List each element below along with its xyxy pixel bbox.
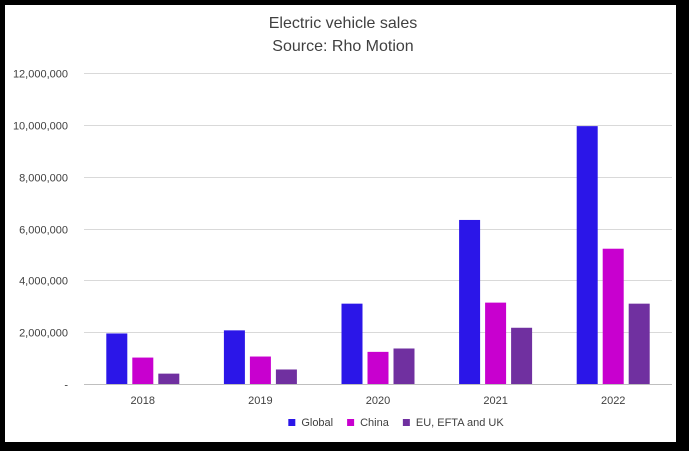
bar-global-2021 [459, 219, 481, 384]
y-tick-label: 4,000,000 [19, 276, 68, 288]
legend: Global China EU, EFTA and UK [288, 417, 504, 429]
legend-swatch-eu-efta-and-uk [402, 419, 410, 426]
bar-eu-efta-and-uk-2021 [511, 327, 533, 384]
bar-china-2021 [485, 302, 507, 384]
gridlines [84, 73, 672, 385]
chart-title: Electric vehicle sales [269, 15, 418, 32]
legend-label-eu-efta-and-uk: EU, EFTA and UK [416, 417, 504, 429]
bar-eu-efta-and-uk-2019 [275, 369, 297, 384]
bar-eu-efta-and-uk-2022 [628, 303, 650, 384]
chart-frame: Electric vehicle sales Source: Rho Motio… [5, 5, 676, 442]
x-axis-tick-labels: 2018 2019 2020 2021 2022 [131, 395, 626, 407]
x-tick-label: 2021 [483, 395, 507, 407]
y-tick-label: 2,000,000 [19, 328, 68, 340]
x-tick-label: 2022 [601, 395, 625, 407]
bar-eu-efta-and-uk-2018 [158, 373, 180, 384]
y-tick-label: 8,000,000 [19, 173, 68, 185]
legend-label-global: Global [301, 417, 333, 429]
bar-global-2022 [576, 126, 598, 385]
bar-chart: Electric vehicle sales Source: Rho Motio… [13, 15, 672, 429]
chart-subtitle: Source: Rho Motion [272, 38, 413, 55]
bar-global-2019 [223, 330, 245, 384]
x-tick-label: 2019 [248, 395, 272, 407]
bar-eu-efta-and-uk-2020 [393, 348, 415, 384]
bar-china-2020 [367, 351, 389, 384]
legend-swatch-global [288, 419, 296, 426]
y-axis-tick-labels: - 2,000,000 4,000,000 6,000,000 8,000,000 10,… [13, 69, 68, 392]
bars [106, 126, 650, 385]
y-tick-label: 12,000,000 [13, 69, 68, 81]
y-tick-label: 6,000,000 [19, 225, 68, 237]
x-tick-label: 2018 [131, 395, 155, 407]
x-tick-label: 2020 [366, 395, 390, 407]
bar-global-2020 [341, 303, 363, 384]
bar-china-2022 [602, 248, 624, 384]
bar-china-2019 [249, 356, 271, 384]
y-tick-label: 10,000,000 [13, 121, 68, 133]
legend-swatch-china [347, 419, 355, 426]
bar-china-2018 [132, 357, 154, 384]
legend-label-china: China [360, 417, 390, 429]
y-tick-label: - [64, 380, 68, 392]
bar-global-2018 [106, 333, 128, 384]
